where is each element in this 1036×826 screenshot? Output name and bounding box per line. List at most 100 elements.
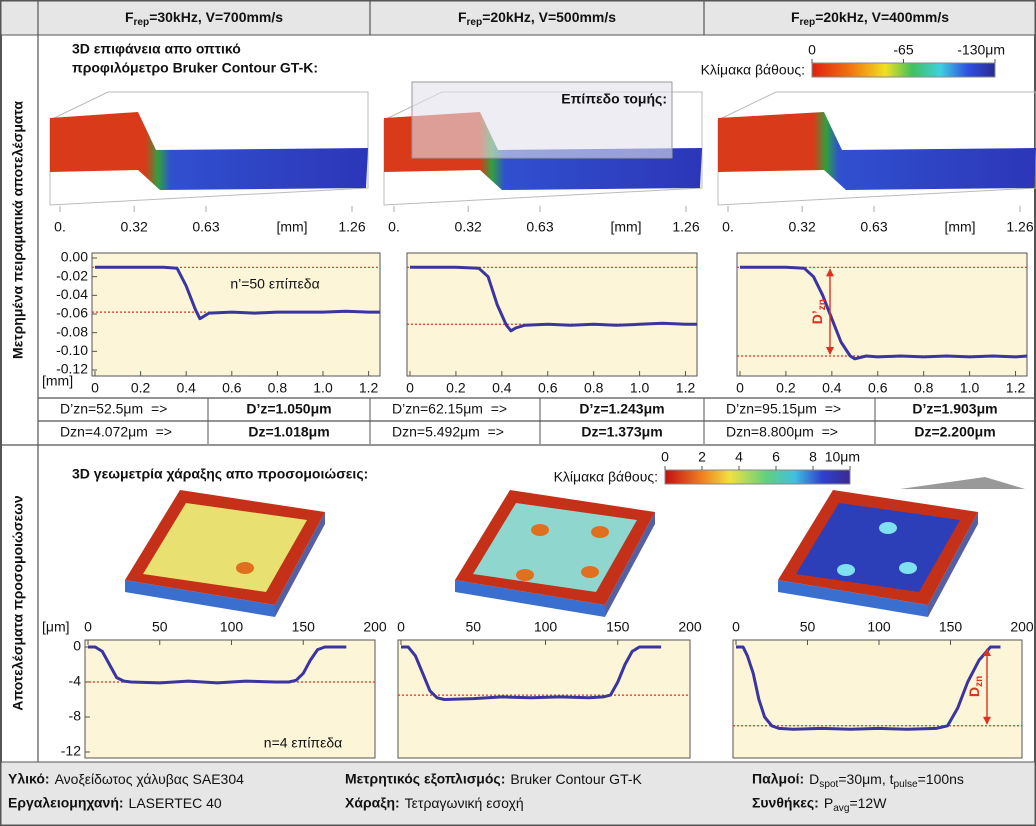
column-header-part: rep xyxy=(800,17,816,28)
surface-tick-label: 0.32 xyxy=(789,219,816,235)
y-tick-label: -0.10 xyxy=(56,342,88,358)
footer-band xyxy=(0,761,1036,826)
surface-view: 0. 0.32 0.63 1.26 [mm] xyxy=(49,91,369,235)
table-cell: Dzn=8.800μm => xyxy=(726,424,838,440)
table-cell: Dz=1.373μm xyxy=(581,424,662,440)
surface-tick-label: 0.32 xyxy=(455,219,482,235)
footer-text: LASERTEC 40 xyxy=(129,795,222,811)
annotation: n=4 επίπεδα xyxy=(264,735,342,751)
x-tick-label: 0.4 xyxy=(492,380,512,396)
simulated-geometry xyxy=(778,490,978,617)
line-chart: 0 50 100 150 200 Dzn xyxy=(732,619,1034,759)
x-tick-label: 50 xyxy=(465,619,481,635)
footer-label: Χάραξη: xyxy=(345,795,400,811)
arrow-head xyxy=(826,268,834,277)
x-tick-label: 150 xyxy=(606,619,630,635)
feature-bump xyxy=(236,562,254,574)
column-header: Frep=20kHz, V=500mm/s xyxy=(458,9,616,28)
column-header-part: rep xyxy=(467,17,483,28)
x-tick-label: 0.6 xyxy=(538,380,558,396)
feature-bump xyxy=(591,526,609,538)
table-cell: Dzn=5.492μm => xyxy=(392,424,504,440)
column-header-part: F xyxy=(791,9,800,25)
y-tick-label: -12 xyxy=(61,743,81,759)
plot-area xyxy=(406,252,698,377)
x-tick-label: 150 xyxy=(939,619,963,635)
x-tick-label: 100 xyxy=(220,619,244,635)
column-header: Frep=30kHz, V=700mm/s xyxy=(125,9,283,28)
block-side xyxy=(275,512,325,617)
surface-tick-label: 0.63 xyxy=(860,219,887,235)
y-tick-label: -0.12 xyxy=(56,361,88,377)
arrow-head xyxy=(983,648,991,656)
scale-label: Κλίμακα βάθους: xyxy=(554,469,658,485)
footer-text: Τετραγωνική εσοχή xyxy=(405,795,524,811)
scale-tick-label: 8 xyxy=(809,449,817,465)
x-tick-label: 1.2 xyxy=(359,380,379,396)
data-line xyxy=(95,265,380,321)
y-tick-label: 0 xyxy=(73,638,81,654)
table-cell: D’z=1.903μm xyxy=(912,401,997,417)
plot-area xyxy=(732,639,1023,759)
x-tick-label: 50 xyxy=(800,619,816,635)
x-tick-label: 150 xyxy=(292,619,316,635)
simulated-geometry xyxy=(125,490,325,617)
x-tick-label: 0.8 xyxy=(914,380,934,396)
table-cell: Dz=1.018μm xyxy=(248,424,329,440)
color-scale xyxy=(811,62,996,78)
y-tick-label: -0.06 xyxy=(56,305,88,321)
column-header-part: rep xyxy=(134,17,150,28)
x-tick-label: 0.8 xyxy=(268,380,288,396)
y-tick-label: 0.00 xyxy=(61,249,88,265)
header-band xyxy=(0,0,1036,36)
arrow-head xyxy=(983,716,991,725)
footer-text-part: D xyxy=(809,771,819,787)
column-header-part: F xyxy=(125,9,134,25)
block-side xyxy=(125,580,275,617)
footer-text-part: Ανοξείδωτος χάλυβας SAE304 xyxy=(55,771,245,787)
x-tick-label: 50 xyxy=(152,619,168,635)
surface-tick-label: 0.63 xyxy=(192,219,219,235)
plot-area xyxy=(84,639,376,759)
annotation: n’=50 επίπεδα xyxy=(230,276,319,292)
line-chart: 0 0.2 0.4 0.6 0.8 1.0 1.2 xyxy=(406,252,698,396)
feature-bump xyxy=(899,562,917,574)
table-cell: D’zn=62.15μm => xyxy=(392,401,507,417)
surface-tick-label: 0. xyxy=(54,219,66,235)
block-side xyxy=(605,512,655,617)
scale-tick-label: 0 xyxy=(661,449,669,465)
footer-text: Bruker Contour GT-K xyxy=(510,771,642,787)
data-line xyxy=(736,645,1001,731)
table-cell: Dzn=4.072μm => xyxy=(60,424,172,440)
cut-plane xyxy=(411,81,673,159)
line-chart: 0 -4 -8 -12 0 50 100 150 200 [μm] n=4 επίπεδα xyxy=(42,619,387,759)
surface-box xyxy=(717,91,1036,206)
column-header: Frep=20kHz, V=400mm/s xyxy=(791,9,949,28)
x-tick-label: 1.2 xyxy=(1006,380,1026,396)
scale-tick-label: -65 xyxy=(893,42,913,58)
simulated-geometry xyxy=(455,490,655,617)
x-tick-label: 200 xyxy=(678,619,702,635)
footer-text-part: pulse xyxy=(894,779,918,790)
scale-tick-label: 4 xyxy=(735,449,743,465)
footer-label: Συνθήκες: xyxy=(752,795,819,811)
y-tick-label: -0.08 xyxy=(56,323,88,339)
arrow-head xyxy=(826,347,834,355)
data-line xyxy=(410,265,697,333)
x-tick-label: 0.6 xyxy=(222,380,242,396)
x-tick-label: 0 xyxy=(84,619,92,635)
section-title: προφιλόμετρο Bruker Contour GT-K: xyxy=(72,60,318,76)
y-tick-label: -0.02 xyxy=(56,267,88,283)
surface-tick-label: 1.26 xyxy=(338,219,365,235)
scale-label: Κλίμακα βάθους: xyxy=(701,62,805,78)
dimension-label-part: zn xyxy=(817,299,828,310)
column-header-part: =30kHz, V=700mm/s xyxy=(149,9,283,25)
x-tick-label: 0 xyxy=(406,380,414,396)
section-title: 3D γεωμετρία χάραξης απο προσομοιώσεις: xyxy=(72,466,368,482)
x-tick-label: 1.0 xyxy=(630,380,650,396)
surface-axis-label: [mm] xyxy=(276,219,307,235)
line-chart: 0.00 -0.02 -0.04 -0.06 -0.08 -0.10 -0.120 0.2 0.… xyxy=(42,249,381,396)
table-cell: D’z=1.243μm xyxy=(579,401,664,417)
footer-text: Ανοξείδωτος χάλυβας SAE304 xyxy=(55,771,245,787)
axis-unit: [μm] xyxy=(42,619,70,635)
